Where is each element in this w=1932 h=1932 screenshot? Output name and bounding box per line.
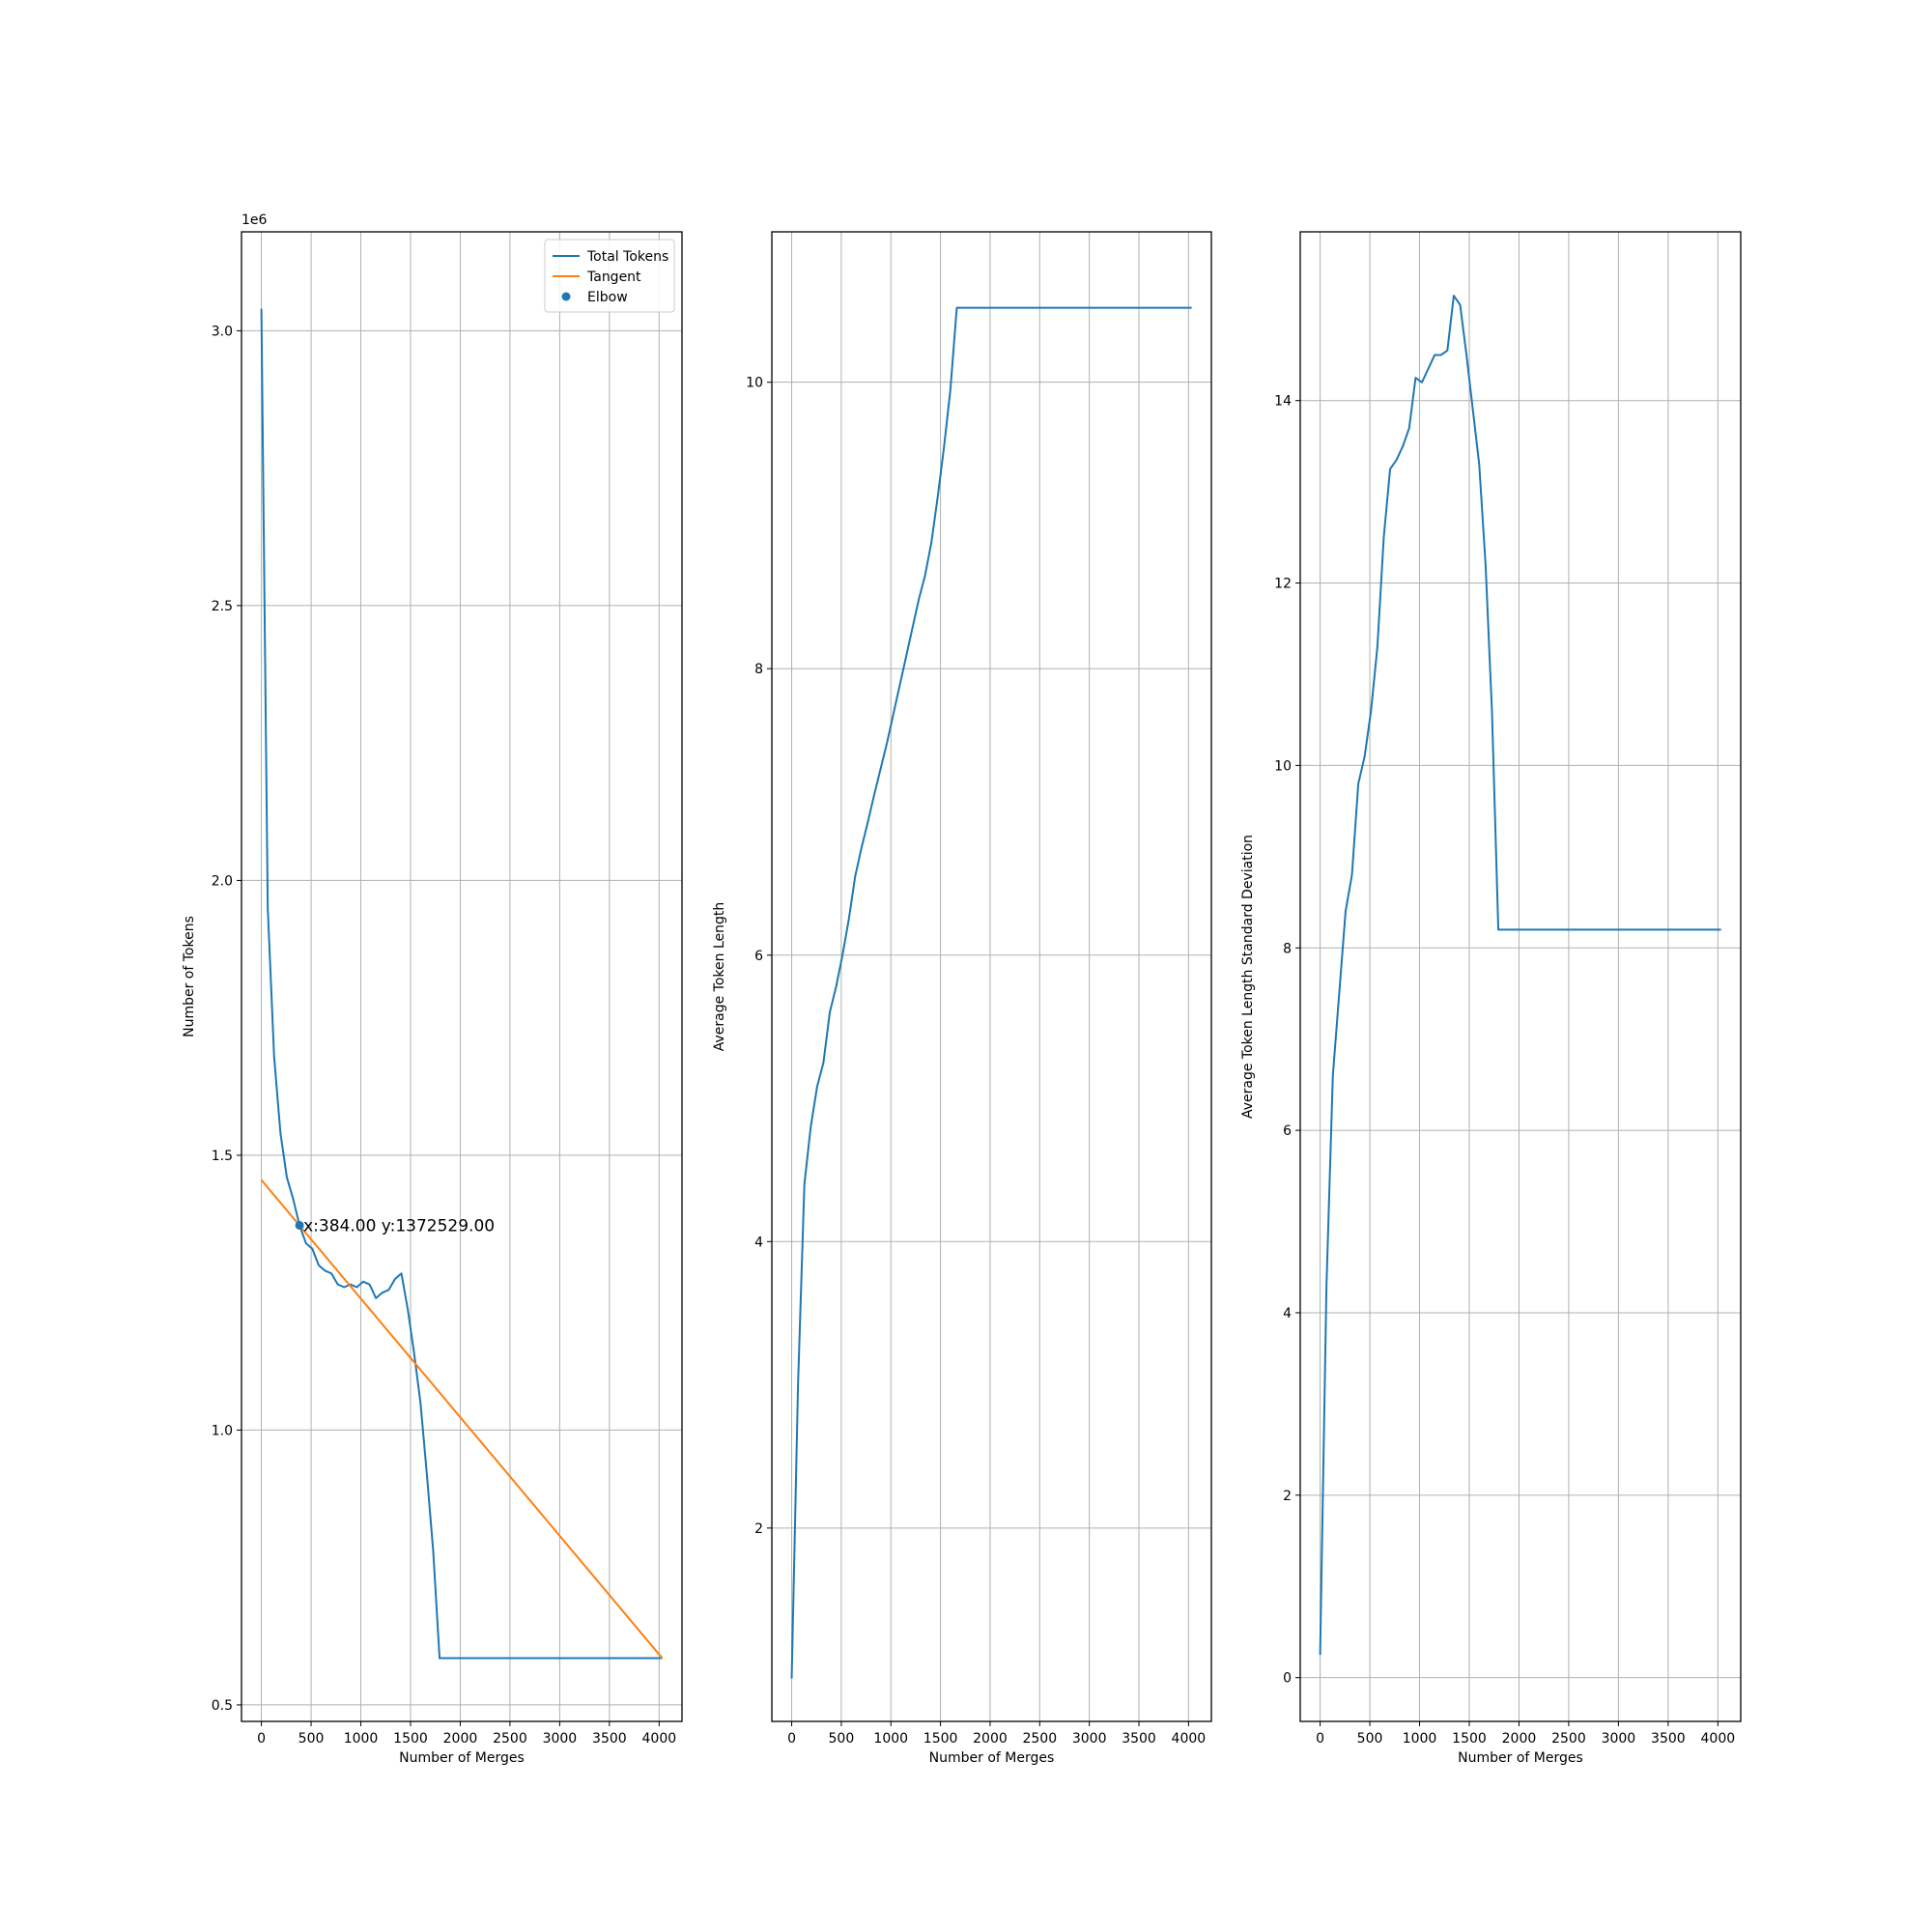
legend-box [544,239,675,313]
chart-2-ytick-label: 4 [754,1235,763,1250]
chart-1-x-axis-label: Number of Merges [399,1750,525,1766]
chart-1-elbow-annotation: x:384.00 y:1372529.00 [303,1216,495,1236]
chart-3-ytick-label: 0 [1283,1671,1292,1687]
chart-3-ytick-label: 12 [1274,577,1292,592]
chart-3-xtick-label: 500 [1357,1731,1383,1747]
chart-3-ytick-label: 14 [1274,394,1292,410]
legend-key-elbow [561,292,571,301]
chart-1-elbow-point [295,1220,304,1230]
chart-3-y-axis-label: Average Token Length Standard Deviation [1240,835,1256,1119]
chart-2-xtick-label: 2500 [1022,1731,1057,1747]
total-tokens-chart: 0 500 1000 1500 2000 2500 3000 3500 4000 0.5 1.0 1.… [182,213,683,1766]
chart-2-xtick-label: 3000 [1072,1731,1107,1747]
chart-3-ytick-label: 2 [1283,1489,1292,1504]
chart-1-xtick-label: 4000 [642,1731,677,1747]
chart-2-ytick-label: 6 [754,949,763,964]
chart-1-ytick-label: 1.5 [212,1149,233,1164]
chart-1-tangent-line [260,1179,664,1660]
chart-3-xtick-label: 2500 [1551,1731,1586,1747]
chart-2-y-axis-label: Average Token Length [712,902,727,1052]
chart-1-ytick-label: 3.0 [212,324,233,339]
chart-3-xtick-label: 3500 [1651,1731,1686,1747]
chart-3-ytick-label: 4 [1283,1306,1292,1321]
chart-3-xtick-label: 3000 [1602,1731,1636,1747]
chart-1-ytick-label: 2.5 [212,599,233,614]
chart-3-xtick-label: 0 [1316,1731,1324,1747]
chart-3-ytick-label: 8 [1283,941,1292,956]
chart-2-ytick-label: 10 [746,376,763,391]
chart-1-total-tokens-line [260,308,663,1660]
chart-3-x-axis-label: Number of Merges [1458,1750,1583,1766]
chart-3-xtick-label: 1000 [1403,1731,1437,1747]
chart-3-ytick-label: 6 [1283,1123,1292,1139]
chart-1-xtick-label: 3500 [592,1731,627,1747]
chart-1-xtick-label: 3000 [543,1731,578,1747]
chart-2-axes-frame [771,231,1212,1722]
chart-1-y-axis-label: Number of Tokens [182,916,197,1037]
chart-1-xtick-label: 1500 [393,1731,428,1747]
chart-2-xtick-label: 0 [787,1731,796,1747]
chart-2-xtick-label: 3500 [1122,1731,1156,1747]
chart-2-xtick-label: 1000 [873,1731,908,1747]
chart-1-y-offset-text: 1e6 [242,213,268,228]
chart-1-ytick-label: 1.0 [212,1423,233,1438]
chart-2-xtick-label: 4000 [1172,1731,1207,1747]
chart-1-ytick-label: 2.0 [212,873,233,889]
chart-1-xtick-label: 1000 [344,1731,379,1747]
chart-3-xtick-label: 2000 [1502,1731,1537,1747]
legend-label: Tangent [586,270,641,285]
chart-3-xtick-label: 1500 [1452,1731,1487,1747]
chart-2-xtick-label: 1500 [923,1731,958,1747]
chart-1-ytick-label: 0.5 [212,1698,233,1714]
chart-2-ytick-label: 8 [754,662,763,677]
legend-label: Elbow [587,290,628,305]
chart-2-xtick-label: 500 [829,1731,855,1747]
chart-1-xtick-label: 500 [298,1731,325,1747]
chart-1-legend: Total Tokens Tangent Elbow [544,239,675,313]
chart-1-xtick-label: 2500 [493,1731,527,1747]
token-length-std-chart: 0 500 1000 1500 2000 2500 3000 3500 4000 0 2 4 6 8 10 1… [1240,231,1742,1766]
chart-2-x-axis-label: Number of Merges [929,1750,1055,1766]
chart-1-xtick-label: 0 [257,1731,266,1747]
chart-2-series-line [790,306,1192,1679]
average-token-length-chart: 0 500 1000 1500 2000 2500 3000 3500 4000 2 4 6 8 10 Nu… [712,231,1212,1766]
legend-label: Total Tokens [586,249,668,265]
chart-3-ytick-label: 10 [1274,758,1292,774]
chart-3-axes-frame [1299,231,1742,1722]
chart-2-ytick-label: 2 [754,1521,763,1537]
chart-1-xtick-label: 2000 [443,1731,478,1747]
chart-3-xtick-label: 4000 [1701,1731,1736,1747]
chart-3-series-line [1319,295,1721,1656]
chart-1-axes-frame [241,231,683,1722]
chart-2-xtick-label: 2000 [973,1731,1008,1747]
